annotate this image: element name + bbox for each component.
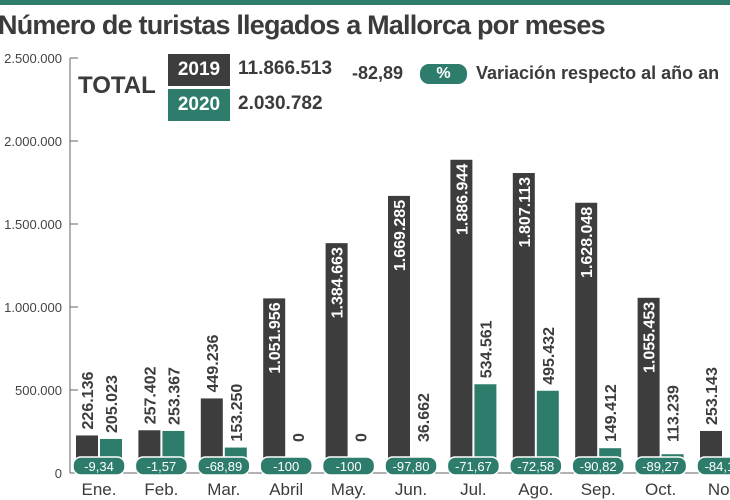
variation-label: -90,82: [580, 459, 617, 474]
total-label: TOTAL: [78, 72, 156, 99]
variation-label: -68,89: [205, 459, 242, 474]
data-label-2019: 1.807.113: [517, 177, 534, 247]
variation-pill: [321, 456, 376, 476]
variation-pill: [259, 456, 313, 476]
bar-2020: [536, 390, 559, 473]
variation-label: -100: [336, 459, 362, 474]
x-tick-label: Jun.: [395, 480, 427, 499]
year-2020-badge: 2020: [168, 89, 230, 121]
bar-2019: [450, 159, 473, 473]
x-tick-label: Ago.: [518, 480, 553, 499]
bar-2020: [474, 384, 497, 473]
data-label-2019: 257.402: [142, 366, 159, 424]
variation-pill: [633, 456, 688, 476]
x-tick-label: Jul.: [460, 480, 486, 499]
variation-pill: [134, 456, 189, 476]
bar-2019: [388, 195, 410, 474]
variation-pill: [72, 456, 126, 476]
variation-label: -89,27: [642, 459, 679, 474]
variation-label: -71,67: [455, 459, 492, 474]
variation-pill: [696, 456, 730, 476]
bar-2019: [575, 202, 598, 474]
variation-label: -84,13: [705, 459, 730, 474]
data-label-2019: 1.628.048: [579, 207, 596, 278]
variation-pill: [197, 456, 251, 476]
data-label-2019: 253.143: [704, 367, 721, 425]
x-tick-label: Sep.: [581, 480, 616, 499]
variation-label: -97,80: [393, 459, 430, 474]
data-label-2019: 226.136: [80, 372, 97, 430]
data-label-2020: 36.662: [416, 393, 433, 442]
data-label-2019: 449.236: [205, 334, 222, 392]
y-tick-label: 2.000.000: [4, 134, 62, 149]
data-label-2020: 0: [291, 433, 308, 442]
x-tick-label: Mar.: [207, 480, 240, 499]
total-variation: -82,89: [352, 63, 404, 83]
data-label-2020: 40.165: [728, 393, 730, 442]
bar-2019: [325, 243, 348, 473]
variation-label: -100: [273, 459, 299, 474]
variation-pill: [446, 456, 501, 476]
variation-legend-text: Variación respecto al año an: [476, 63, 720, 83]
chart-title: Número de turistas llegados a Mallorca p…: [0, 10, 606, 40]
y-tick-label: 1.000.000: [4, 300, 62, 315]
data-label-2019: 1.384.663: [330, 247, 347, 318]
total-2019-value: 11.866.513: [238, 58, 333, 79]
x-tick-label: May.: [331, 480, 367, 499]
variation-pill: [509, 456, 563, 476]
top-accent-bar: [0, 0, 730, 5]
data-label-2019: 1.051.956: [267, 302, 284, 373]
data-label-2020: 113.239: [666, 385, 683, 442]
data-label-2020: 153.250: [229, 384, 246, 442]
y-tick-label: 2.500.000: [4, 51, 62, 66]
y-tick-label: 1.500.000: [4, 217, 62, 232]
y-tick-label: 0: [55, 466, 62, 481]
data-label-2020: 253.367: [166, 367, 183, 425]
data-label-2020: 534.561: [478, 320, 495, 378]
x-tick-label: Ene.: [82, 480, 117, 499]
year-2019-badge: 2019: [168, 54, 230, 86]
bar-2019: [512, 173, 535, 474]
data-label-2020: 495.432: [541, 327, 558, 385]
data-label-2019: 1.886.944: [454, 164, 471, 235]
x-tick-label: Feb.: [144, 480, 178, 499]
bar-2019: [637, 297, 660, 473]
data-label-2019: 1.055.453: [642, 302, 659, 373]
variation-label: -72,58: [517, 459, 554, 474]
bar-2019: [263, 298, 286, 473]
variation-label: -9,34: [84, 459, 114, 474]
data-label-2019: 1.669.285: [392, 200, 409, 271]
variation-label: -1,57: [147, 459, 177, 474]
percent-legend-pill: %: [420, 64, 467, 84]
data-label-2020: 0: [354, 433, 371, 442]
bar-2019: [200, 398, 223, 473]
variation-pill: [571, 456, 625, 476]
x-tick-label: Oct.: [645, 480, 676, 499]
data-label-2020: 149.412: [603, 384, 620, 442]
total-2020-value: 2.030.782: [238, 93, 323, 114]
y-tick-label: 500.000: [15, 383, 62, 398]
x-tick-label: Abril: [269, 480, 303, 499]
data-label-2020: 205.023: [104, 375, 121, 433]
variation-pill: [384, 456, 438, 476]
x-tick-label: Nov: [708, 480, 730, 499]
